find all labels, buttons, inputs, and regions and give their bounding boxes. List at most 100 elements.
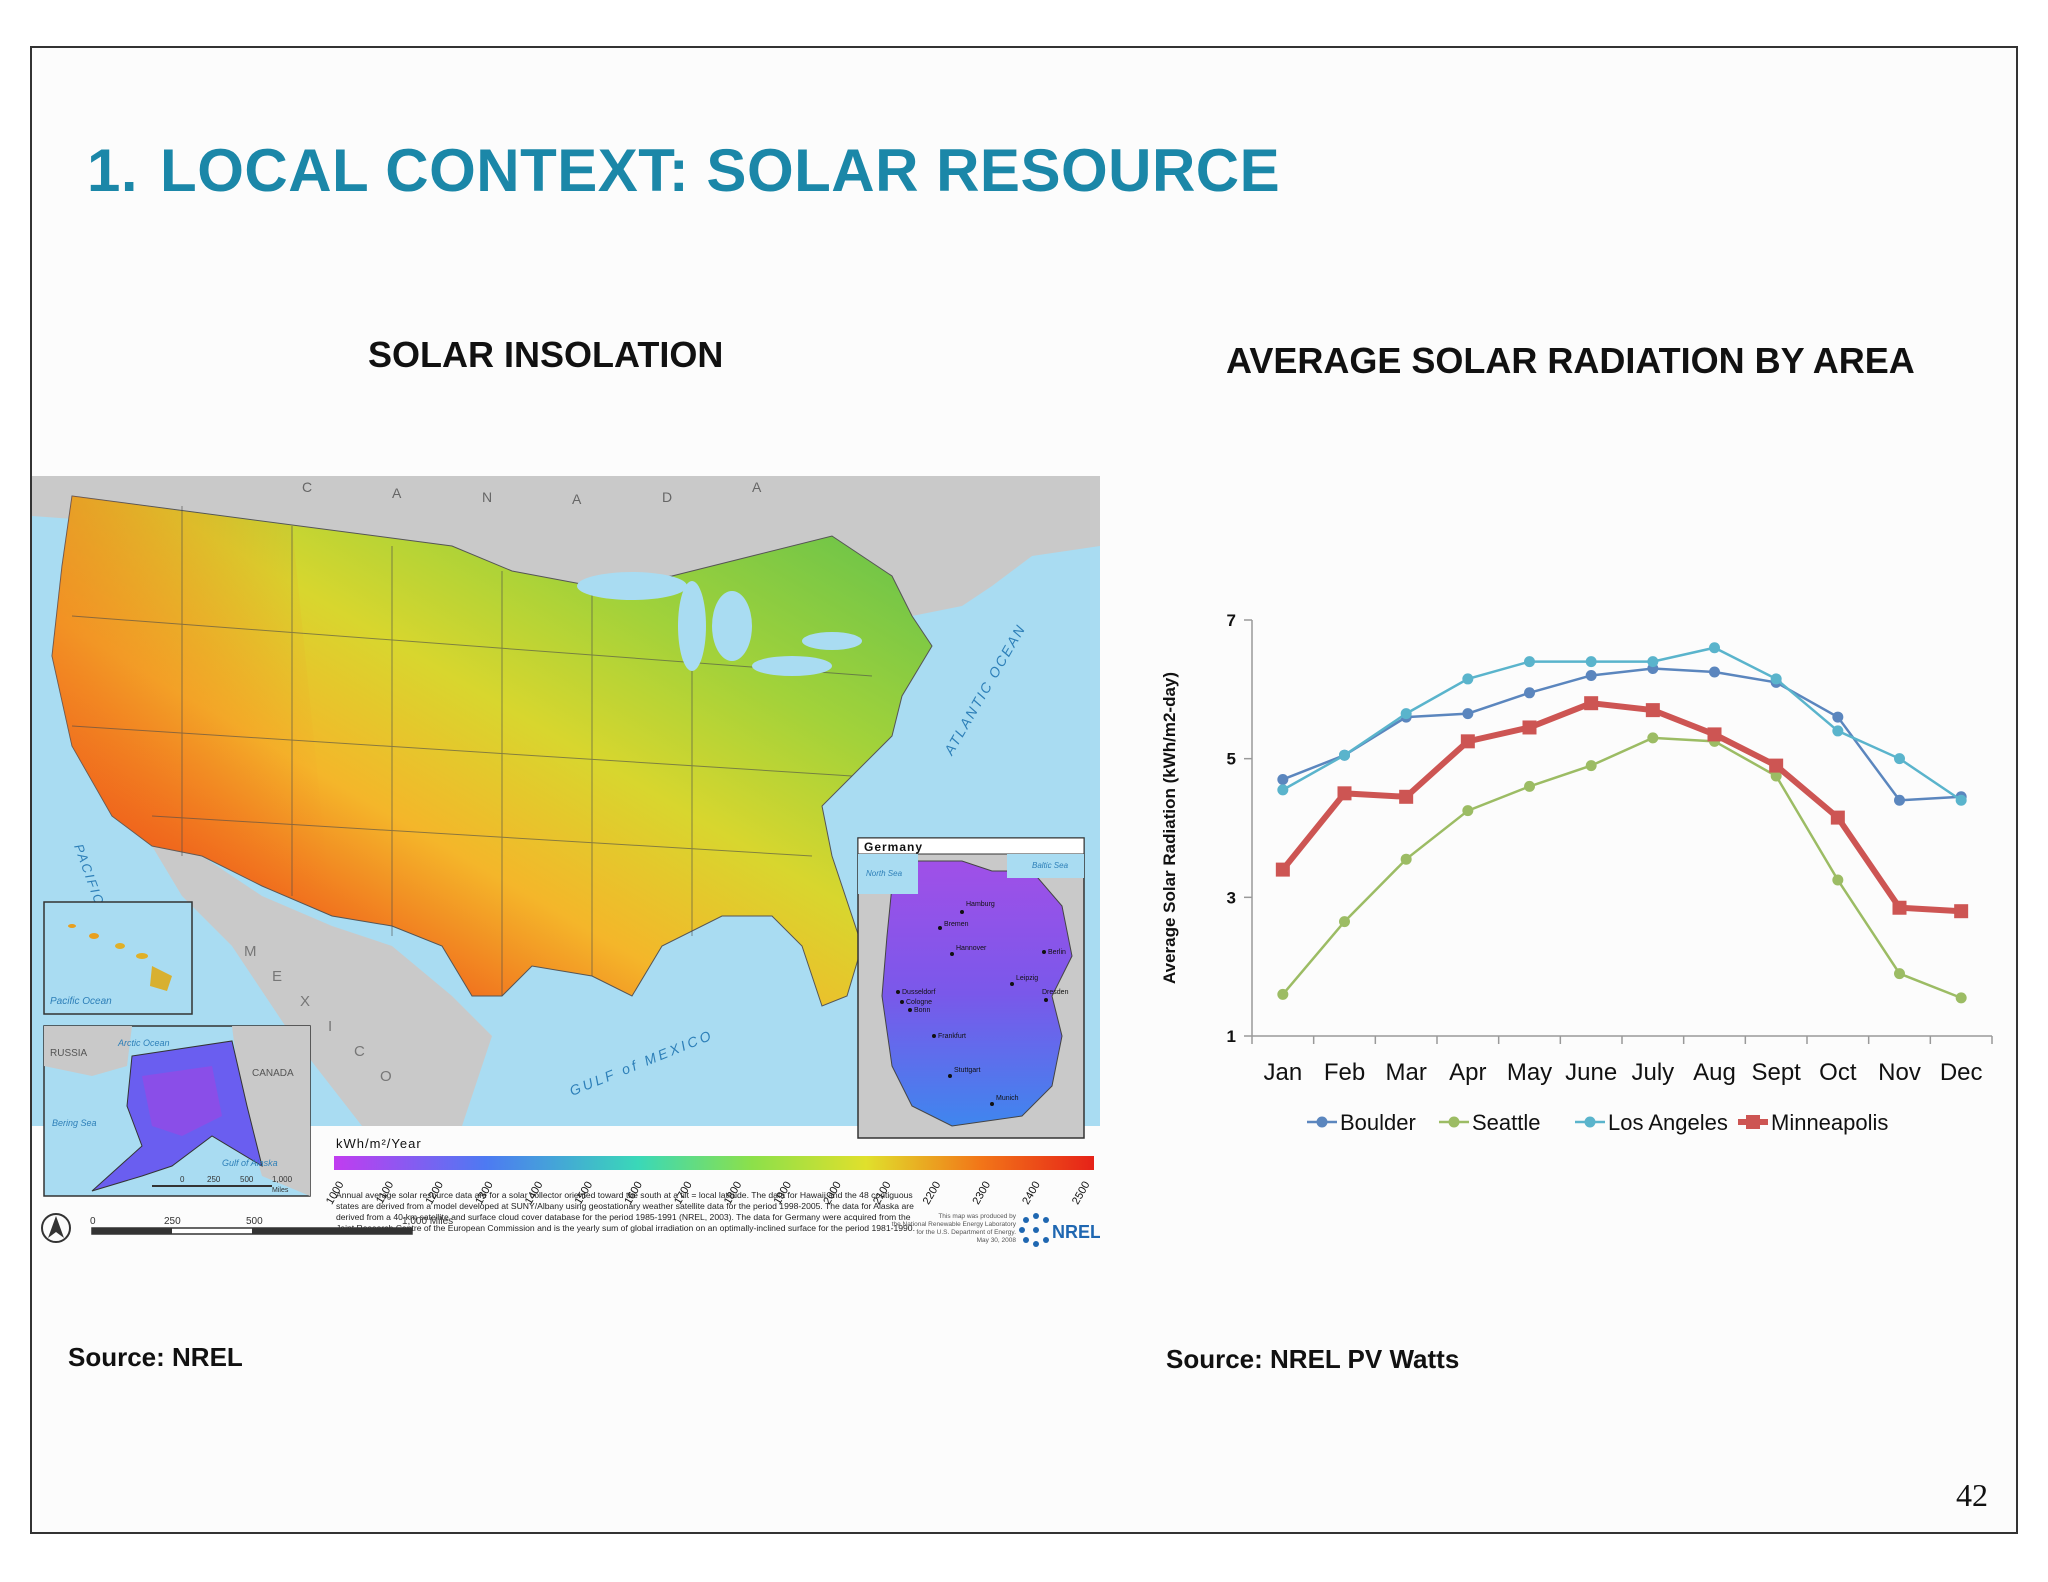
- series-line: [1282, 646, 1962, 802]
- data-point: [1460, 734, 1475, 749]
- svg-text:NREL: NREL: [1052, 1222, 1100, 1242]
- solar-insolation-map: C A N A D A ATLANTIC OCEAN PACIFIC OCEAN…: [32, 476, 1101, 1248]
- germany-cities: Hamburg Bremen Hannover Berlin Leipzig D…: [896, 901, 1069, 1106]
- x-tick-label: May: [1507, 1059, 1552, 1086]
- credit-line: This map was produced by: [938, 1213, 1016, 1220]
- series-los-angeles: [1277, 642, 1967, 806]
- data-point: [1339, 916, 1350, 928]
- map-note-line: derived from a 40-km satellite and surfa…: [336, 1212, 911, 1222]
- germany-inset: Germany North Sea Baltic Sea Hamburg Bre…: [857, 837, 1085, 1139]
- y-tick-label: 3: [1227, 888, 1236, 907]
- data-point: [1277, 784, 1289, 796]
- title-text: LOCAL CONTEXT: SOLAR RESOURCE: [160, 137, 1281, 204]
- alaska-scale-0: 0: [180, 1175, 185, 1184]
- legend-swatch-marker: [1746, 1115, 1760, 1129]
- legend-swatch-marker: [1448, 1116, 1460, 1128]
- series-boulder: [1277, 663, 1967, 806]
- map-legend: kWh/m²/Year 1000 1100 1200 1300 1400 1500 1600…: [324, 1136, 1094, 1233]
- data-point: [1709, 642, 1720, 654]
- hawaii-ocean-label: Pacific Ocean: [50, 996, 112, 1007]
- svg-text:E: E: [272, 968, 282, 985]
- title-number: 1.: [87, 137, 139, 204]
- north-sea-label: North Sea: [866, 869, 903, 878]
- alaska-scale-unit: Miles: [272, 1187, 289, 1194]
- svg-text:Munich: Munich: [996, 1095, 1019, 1102]
- legend-label: Seattle: [1472, 1110, 1541, 1135]
- data-point: [1462, 708, 1474, 720]
- data-point: [1275, 862, 1290, 877]
- series-layer: [1275, 642, 1969, 1004]
- data-point: [1770, 673, 1782, 685]
- mexico-land: [152, 846, 492, 1126]
- legend-tick-label: 2300: [970, 1180, 993, 1207]
- map-note: Annual average solar resource data are f…: [336, 1190, 915, 1233]
- svg-text:Frankfurt: Frankfurt: [938, 1033, 966, 1040]
- slide-title: 1. LOCAL CONTEXT: SOLAR RESOURCE: [87, 136, 1280, 205]
- data-point: [1892, 900, 1907, 915]
- page-number: 42: [1956, 1477, 1988, 1513]
- credit-line: May 30, 2008: [977, 1237, 1017, 1244]
- north-arrow-icon: [48, 1216, 64, 1238]
- x-tick-label: Nov: [1878, 1059, 1921, 1086]
- y-tick-label: 1: [1227, 1027, 1236, 1046]
- series-line: [1282, 667, 1962, 802]
- legend-tick-label: 2400: [1020, 1180, 1043, 1207]
- hawaii-inset: Pacific Ocean: [43, 901, 193, 1015]
- svg-text:A: A: [752, 479, 763, 495]
- series-seattle: [1277, 732, 1967, 1004]
- scale-500: 500: [246, 1216, 263, 1227]
- arctic-ocean-label: Arctic Ocean: [117, 1038, 170, 1048]
- legend-label: Los Angeles: [1608, 1110, 1728, 1135]
- legend-tick-label: 2500: [1070, 1180, 1093, 1207]
- russia-label: RUSSIA: [50, 1048, 88, 1059]
- alaska-scale-500: 500: [240, 1175, 254, 1184]
- svg-text:N: N: [482, 489, 494, 505]
- x-tick-label: Feb: [1324, 1059, 1365, 1086]
- data-point: [1585, 669, 1597, 681]
- canada-inset-label: CANADA: [252, 1068, 294, 1079]
- y-axis: 1 3 5 7: [1227, 611, 1253, 1046]
- svg-text:Bremen: Bremen: [944, 921, 969, 928]
- y-tick-label: 5: [1227, 750, 1236, 769]
- svg-text:I: I: [328, 1018, 332, 1035]
- data-point: [1832, 874, 1844, 886]
- data-point: [1832, 725, 1844, 737]
- gulf-of-alaska-label: Gulf of Alaska: [222, 1158, 278, 1168]
- canada-land: [32, 476, 1100, 616]
- scale-1000: 1,000 Miles: [402, 1216, 453, 1227]
- svg-text:Leipzig: Leipzig: [1016, 975, 1038, 982]
- svg-text:X: X: [300, 993, 310, 1010]
- data-point: [1709, 666, 1720, 678]
- x-tick-label: Mar: [1385, 1059, 1426, 1086]
- svg-text:Berlin: Berlin: [1048, 949, 1066, 956]
- legend-label: Minneapolis: [1771, 1110, 1888, 1135]
- legend-item-boulder: Boulder: [1307, 1110, 1416, 1135]
- credit-line: for the U.S. Department of Energy.: [916, 1229, 1016, 1236]
- data-point: [1400, 853, 1412, 865]
- nrel-logo: NREL: [1019, 1213, 1101, 1247]
- data-point: [1955, 992, 1967, 1004]
- data-point: [1770, 770, 1782, 782]
- data-point: [1894, 753, 1905, 765]
- great-lakes: [577, 572, 862, 676]
- legend-swatch-marker: [1584, 1116, 1596, 1128]
- map-svg: C A N A D A ATLANTIC OCEAN PACIFIC OCEAN…: [32, 476, 1101, 1247]
- legend-label: Boulder: [1340, 1110, 1416, 1135]
- left-heading: SOLAR INSOLATION: [368, 334, 724, 375]
- svg-text:Stuttgart: Stuttgart: [954, 1067, 981, 1074]
- data-point: [1647, 656, 1659, 668]
- chart-legend: Boulder Seattle Los Angeles Minneapolis: [1307, 1110, 1888, 1135]
- legend-title: kWh/m²/Year: [336, 1136, 422, 1151]
- x-tick-label: Sept: [1751, 1059, 1801, 1086]
- svg-text:A: A: [392, 485, 403, 501]
- germany-title: Germany: [864, 840, 923, 854]
- svg-text:C: C: [354, 1043, 365, 1060]
- series-line: [1281, 736, 1962, 1000]
- scale-250: 250: [164, 1216, 181, 1227]
- data-point: [1277, 773, 1289, 785]
- legend-item-seattle: Seattle: [1439, 1110, 1541, 1135]
- left-source: Source: NREL: [68, 1342, 243, 1372]
- x-axis: Jan Feb Mar Apr May June July Aug Sept Oct Nov Dec: [1251, 1035, 1993, 1086]
